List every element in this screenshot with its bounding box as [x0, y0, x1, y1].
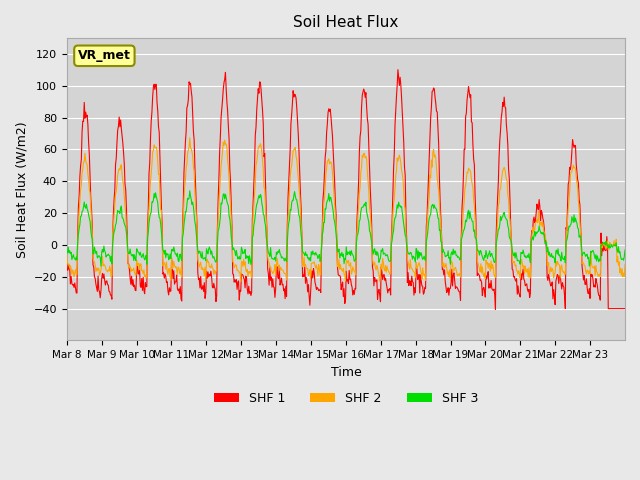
Title: Soil Heat Flux: Soil Heat Flux	[293, 15, 399, 30]
X-axis label: Time: Time	[330, 366, 361, 379]
Legend: SHF 1, SHF 2, SHF 3: SHF 1, SHF 2, SHF 3	[209, 387, 483, 410]
Y-axis label: Soil Heat Flux (W/m2): Soil Heat Flux (W/m2)	[15, 121, 28, 258]
Text: VR_met: VR_met	[78, 49, 131, 62]
